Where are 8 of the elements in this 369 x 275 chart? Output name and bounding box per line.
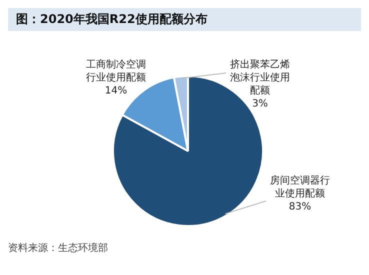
data-label: 3% bbox=[252, 98, 268, 110]
text: 资料来源：生态环境部 bbox=[8, 242, 109, 255]
data-label: 83% bbox=[288, 202, 312, 213]
chart-title: 图：2020年我国R22使用配额分布 bbox=[8, 8, 361, 31]
slice-label: 挤出聚苯乙烯泡沫行业使用配额 bbox=[230, 58, 290, 97]
slice-label: 工商制冷空调行业使用配额 bbox=[86, 58, 146, 84]
data-label: 14% bbox=[104, 86, 128, 97]
slice-label: 房间空调器行业使用配额 bbox=[270, 174, 330, 200]
